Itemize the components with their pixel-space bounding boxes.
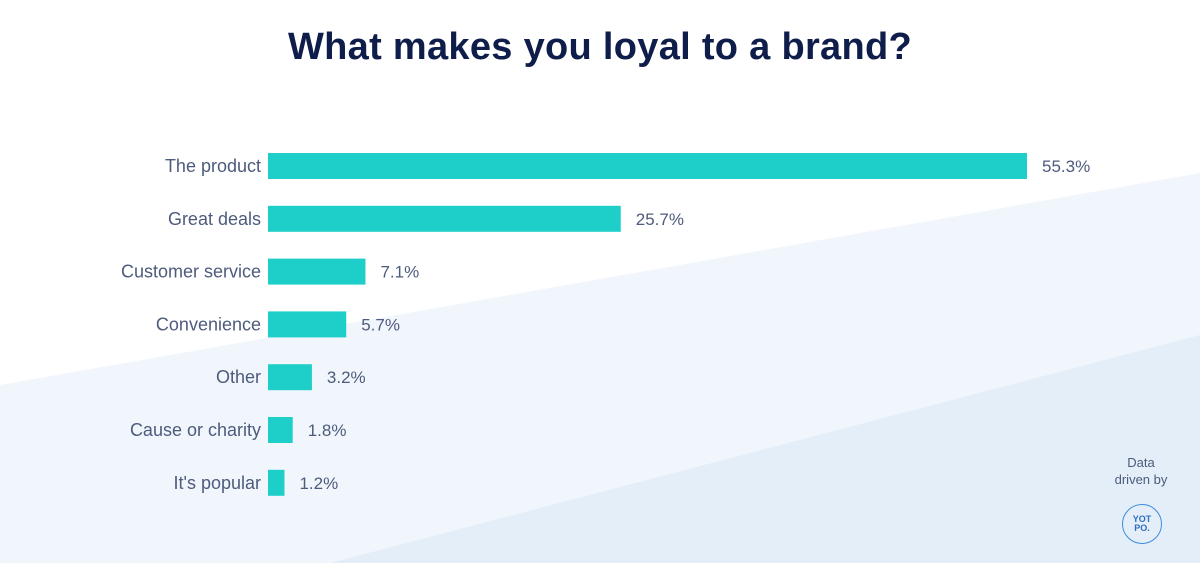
category-label-the-product: The product	[165, 156, 261, 176]
value-label-the-product: 55.3%	[1042, 157, 1090, 176]
category-label-convenience: Convenience	[156, 314, 261, 334]
value-label-convenience: 5.7%	[361, 315, 400, 334]
value-label-great-deals: 25.7%	[636, 210, 684, 229]
value-label-other: 3.2%	[327, 368, 366, 387]
credit-line-2: driven by	[1114, 472, 1168, 487]
bar-great-deals	[268, 205, 621, 232]
category-label-other: Other	[216, 367, 261, 387]
yotpo-logo[interactable]: YOT PO.	[1122, 504, 1162, 544]
bar-cause-or-charity	[268, 417, 293, 443]
value-label-customer-service: 7.1%	[380, 263, 419, 282]
background-band-lighter	[330, 335, 1200, 563]
category-label-great-deals: Great deals	[168, 209, 261, 229]
value-label-it-s-popular: 1.2%	[299, 474, 338, 493]
value-label-cause-or-charity: 1.8%	[308, 421, 347, 440]
bar-customer-service	[268, 258, 366, 285]
bar-other	[268, 364, 312, 391]
bar-the-product	[268, 153, 1027, 179]
credit-line-1: Data	[1127, 455, 1155, 470]
category-label-customer-service: Customer service	[121, 262, 261, 282]
chart-title: What makes you loyal to a brand?	[287, 26, 913, 68]
bar-convenience	[268, 311, 347, 338]
category-label-it-s-popular: It's popular	[174, 473, 262, 493]
bar-it-s-popular	[268, 469, 285, 496]
category-label-cause-or-charity: Cause or charity	[130, 420, 261, 440]
data-credit: Data driven by	[1100, 454, 1182, 488]
